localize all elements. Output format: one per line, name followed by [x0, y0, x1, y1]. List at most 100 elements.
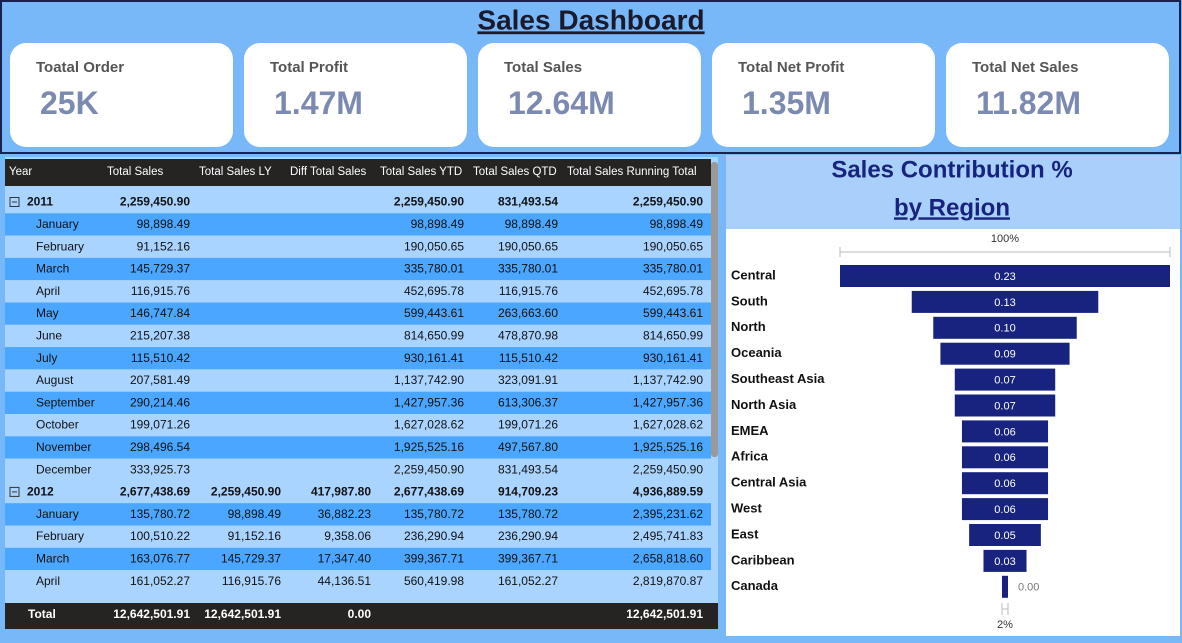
category-label: Caribbean: [731, 552, 795, 567]
table-cell: 116,915.76: [499, 284, 558, 298]
table-cell: 207,581.49: [130, 373, 190, 387]
table-cell: 98,898.49: [411, 217, 465, 231]
table-row: [5, 257, 711, 281]
value-label: 0.07: [994, 375, 1015, 387]
table-cell: 335,780.01: [498, 262, 558, 276]
chart-bg: [726, 229, 1180, 636]
table-cell: 831,493.54: [498, 462, 558, 476]
table-cell: 4,936,889.59: [633, 485, 703, 499]
value-label: 0.13: [994, 297, 1015, 309]
table-cell: 91,152.16: [137, 239, 191, 253]
funnel-bar: [961, 420, 1049, 443]
table-cell: 190,050.65: [643, 239, 703, 253]
value-label: 0.09: [994, 349, 1015, 361]
expand-icon[interactable]: [9, 486, 20, 497]
funnel-top-bracket: [839, 247, 1171, 257]
table-row: [5, 369, 711, 392]
table-cell: 9,358.06: [324, 529, 371, 543]
table-cell: 263,663.60: [498, 306, 558, 320]
table-cell: April: [36, 574, 60, 588]
table-cell: 2,259,450.90: [394, 195, 464, 209]
table-cell: January: [36, 507, 79, 521]
table-cell: 1,137,742.90: [633, 373, 703, 387]
funnel-bar: [954, 368, 1056, 391]
table-row: [5, 235, 711, 258]
category-label: Central Asia: [731, 475, 807, 490]
table-cell: 190,050.65: [498, 239, 558, 253]
table-cell: 115,510.42: [131, 351, 190, 365]
table-cell: 478,870.98: [498, 328, 558, 342]
table-row: [5, 436, 711, 459]
table-cell: 2,677,438.69: [394, 485, 464, 499]
table-cell: 1,137,742.90: [394, 373, 464, 387]
value-label: 0.06: [994, 452, 1015, 464]
chart-title: Sales Contribution %: [831, 156, 1072, 183]
expand-icon[interactable]: [9, 197, 20, 207]
table-cell: 161,052.27: [498, 574, 558, 588]
table-cell: 417,987.80: [311, 485, 371, 499]
table-cell: January: [36, 217, 79, 231]
table-row: [5, 191, 711, 214]
table-cell: 17,347.40: [318, 551, 372, 565]
table-cell: 116,915.76: [131, 284, 190, 298]
funnel-bar: [961, 472, 1049, 495]
funnel-bar: [1002, 575, 1008, 598]
category-label: Africa: [731, 449, 769, 464]
funnel-bar: [969, 524, 1041, 546]
funnel-bar: [911, 290, 1099, 313]
table-cell: 2,259,450.90: [394, 462, 464, 476]
table-cell: 190,050.65: [404, 239, 464, 253]
table-cell: 199,071.26: [130, 418, 190, 432]
kpi-card: Total Net Sales 11.82M: [946, 43, 1169, 147]
table-row: [5, 458, 711, 481]
value-label: 0.06: [994, 426, 1015, 438]
header-frame: [0, 0, 1181, 154]
table-cell: 236,290.94: [498, 529, 558, 543]
kpi-label: Total Net Profit: [738, 59, 845, 76]
category-label: West: [731, 501, 762, 516]
table-cell: 100,510.22: [130, 529, 190, 543]
table-cell: 236,290.94: [404, 529, 464, 543]
kpi-value: 1.35M: [742, 85, 831, 121]
column-header: Total Sales YTD: [380, 166, 462, 178]
table-cell: 135,780.72: [130, 507, 190, 521]
kpi-card: Total Sales 12.64M: [478, 43, 701, 147]
table-row: [5, 391, 711, 414]
table-cell: 914,709.23: [498, 485, 558, 499]
value-label: 0.23: [994, 271, 1015, 283]
kpi-value: 25K: [40, 85, 99, 121]
table-cell: 135,780.72: [404, 507, 464, 521]
table-row: [5, 280, 711, 303]
kpi-value: 11.82M: [976, 85, 1081, 121]
table-cell: June: [36, 328, 62, 342]
table-cell: 98,898.49: [650, 217, 704, 231]
table-cell: 2,819,870.87: [633, 574, 703, 588]
table-row: [5, 324, 711, 348]
category-label: North: [731, 319, 766, 334]
table-cell: 298,496.54: [130, 440, 190, 454]
table-row: [5, 347, 711, 370]
table-cell: 930,161.41: [643, 351, 703, 365]
table-cell: April: [36, 284, 60, 298]
category-label: East: [731, 526, 759, 541]
table-cell: 323,091.91: [498, 373, 558, 387]
table-cell: 831,493.54: [498, 195, 558, 209]
scrollbar[interactable]: [711, 162, 718, 457]
category-label: EMEA: [731, 423, 769, 438]
table-row: [5, 525, 711, 548]
table-cell: 2,495,741.83: [633, 529, 703, 543]
kpi-value: 12.64M: [508, 85, 615, 121]
table-cell: 135,780.72: [498, 507, 558, 521]
chart-subtitle: by Region: [894, 194, 1010, 221]
table-cell: 613,306.37: [498, 395, 558, 409]
table-cell: 333,925.73: [130, 462, 190, 476]
column-header: Total Sales: [107, 166, 164, 178]
category-label: North Asia: [731, 397, 797, 412]
table-cell: 2,259,450.90: [211, 485, 281, 499]
table-row: [5, 503, 711, 526]
table-cell: 91,152.16: [228, 529, 282, 543]
column-header: Year: [9, 166, 32, 178]
table-row: [5, 570, 711, 593]
dashboard-title: Sales Dashboard: [477, 4, 704, 35]
